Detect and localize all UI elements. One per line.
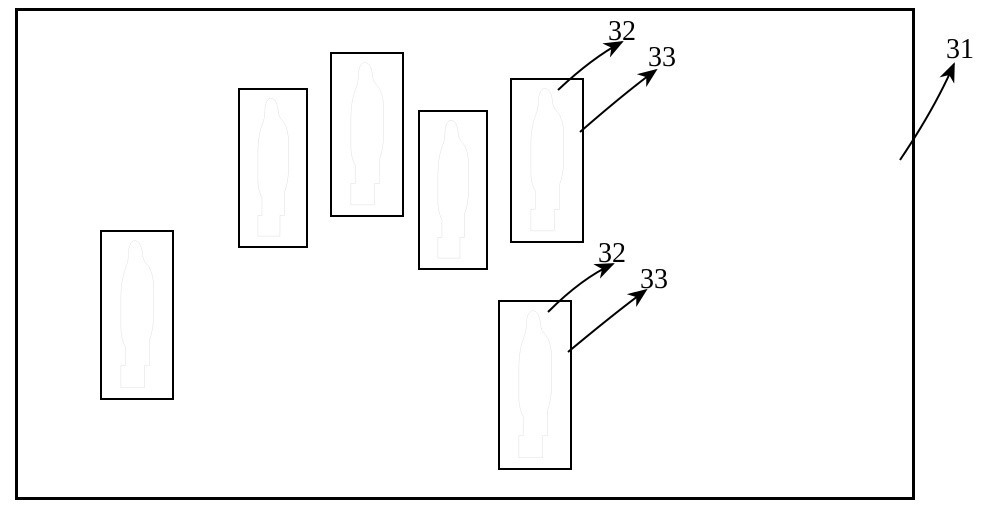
callout-label: 32 — [608, 18, 636, 46]
callout-label: 31 — [946, 36, 974, 64]
callout-label: 33 — [648, 44, 676, 72]
callout-label: 33 — [640, 266, 668, 294]
detection-box — [498, 300, 572, 470]
detection-box — [100, 230, 174, 400]
detection-box — [330, 52, 404, 217]
detection-box — [418, 110, 488, 270]
detection-box — [510, 78, 584, 243]
detection-box — [238, 88, 308, 248]
callout-label: 32 — [598, 240, 626, 268]
diagram-stage: 32 33 32 33 31 — [0, 0, 1000, 510]
